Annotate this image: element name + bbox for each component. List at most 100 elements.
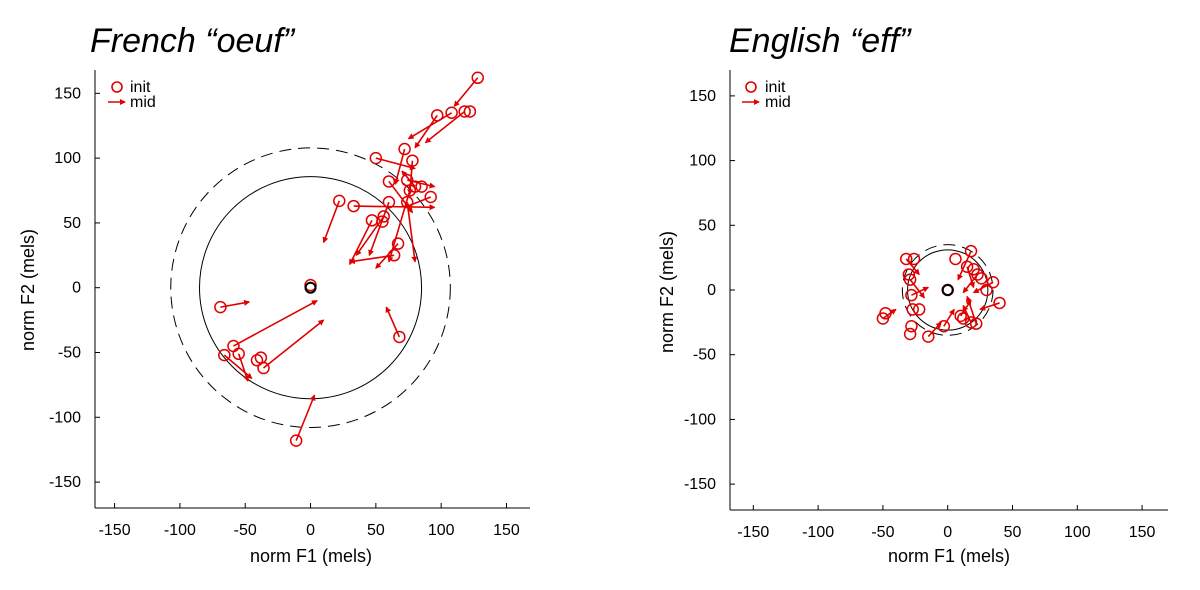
init-point	[415, 180, 428, 193]
mid-arrow	[962, 273, 979, 294]
init-point	[899, 252, 913, 266]
x-tick-label: -150	[99, 522, 131, 539]
init-point	[218, 348, 231, 362]
init-point	[369, 151, 383, 165]
init-point	[905, 288, 918, 302]
panel-title: French “oeuf”	[90, 22, 296, 60]
x-tick-label: -100	[802, 524, 834, 541]
panel-title: English “eff”	[729, 22, 912, 60]
init-point	[906, 303, 919, 316]
panel-english: English “eff” norm F2 (mels) norm F1 (me…	[657, 22, 1168, 566]
init-point	[879, 307, 892, 320]
mid-arrow	[322, 200, 341, 244]
mid-arrow	[882, 308, 897, 320]
legend-init-label: init	[130, 79, 151, 96]
init-point	[445, 106, 458, 120]
plot-area: -150 -100 -50 0 50 100 150 -150 -100 -50 0 50 100 150	[49, 70, 530, 539]
mid-arrow	[972, 281, 994, 294]
init-point	[458, 105, 471, 118]
x-tick-label: 50	[367, 522, 385, 539]
init-point	[957, 312, 970, 325]
init-point	[376, 215, 389, 228]
mid-arrow	[979, 302, 1000, 311]
dashed-circle	[901, 244, 994, 336]
init-point	[257, 361, 270, 375]
init-point	[400, 195, 414, 209]
init-point	[954, 309, 967, 323]
init-point	[922, 330, 935, 343]
mid-arrow	[263, 319, 325, 369]
y-axis-label: norm F2 (mels)	[657, 231, 677, 353]
x-tick-label: 150	[493, 522, 520, 539]
mid-arrow	[909, 279, 926, 299]
init-point	[289, 434, 303, 447]
mid-arrow	[403, 196, 432, 209]
mid-arrow	[368, 201, 390, 257]
init-point	[347, 199, 360, 213]
init-point	[391, 237, 405, 250]
init-point	[382, 195, 396, 209]
solid-circle	[199, 176, 423, 400]
mid-arrow	[911, 286, 930, 296]
x-axis-label: norm F1 (mels)	[888, 546, 1010, 566]
y-tick-label: -150	[49, 474, 81, 491]
legend: init mid	[742, 79, 791, 111]
init-point	[377, 210, 390, 223]
init-point	[393, 330, 406, 344]
x-tick-label: 0	[306, 522, 315, 539]
y-tick-label: 150	[54, 85, 81, 102]
legend-mid-label: mid	[765, 94, 791, 111]
mid-arrow	[233, 299, 318, 347]
init-point	[907, 252, 921, 266]
init-point	[232, 347, 245, 361]
x-tick-label: -100	[164, 522, 196, 539]
legend-mid-label: mid	[130, 94, 156, 111]
mid-arrow	[348, 254, 395, 265]
y-tick-label: 50	[63, 215, 81, 232]
init-point	[406, 154, 419, 167]
init-point	[463, 105, 477, 118]
mid-arrow	[401, 170, 416, 188]
x-tick-label: 100	[428, 522, 455, 539]
init-point	[980, 283, 993, 297]
init-point	[960, 260, 974, 273]
init-point	[937, 319, 951, 333]
init-point	[471, 71, 484, 85]
legend-init-marker	[111, 81, 123, 93]
y-tick-label: 150	[689, 88, 716, 105]
init-point	[398, 142, 411, 156]
mid-arrow	[295, 394, 316, 441]
init-point	[431, 109, 444, 122]
y-tick-label: 50	[698, 217, 716, 234]
init-point	[387, 249, 401, 262]
init-point	[424, 190, 437, 204]
y-tick-label: -100	[684, 411, 716, 428]
plot-area: -150 -100 -50 0 50 100 150 -150 -100 -50 0 50 100 150	[684, 70, 1168, 541]
x-tick-label: 150	[1129, 524, 1156, 541]
init-point	[986, 275, 1000, 289]
mid-arrow	[375, 157, 416, 171]
y-tick-label: 100	[689, 153, 716, 170]
init-point	[912, 303, 926, 316]
init-point	[403, 184, 417, 197]
init-point	[993, 296, 1006, 310]
legend-init-marker	[745, 81, 757, 93]
init-point	[903, 327, 917, 341]
y-axis-label: norm F2 (mels)	[18, 229, 38, 351]
mid-arrow	[414, 114, 438, 149]
init-point	[304, 278, 317, 292]
init-point	[905, 319, 918, 333]
init-point	[964, 244, 978, 258]
init-point	[382, 175, 396, 188]
legend: init mid	[108, 79, 156, 111]
init-point	[969, 317, 983, 330]
x-tick-label: -50	[871, 524, 894, 541]
y-tick-label: 0	[72, 280, 81, 297]
init-point	[975, 272, 988, 285]
init-point	[214, 300, 227, 314]
center-point	[941, 284, 954, 296]
panel-french: French “oeuf” norm F2 (mels) norm F1 (me…	[18, 22, 530, 566]
y-tick-label: -100	[49, 409, 81, 426]
x-tick-label: 0	[943, 524, 952, 541]
mid-arrow	[424, 110, 466, 144]
